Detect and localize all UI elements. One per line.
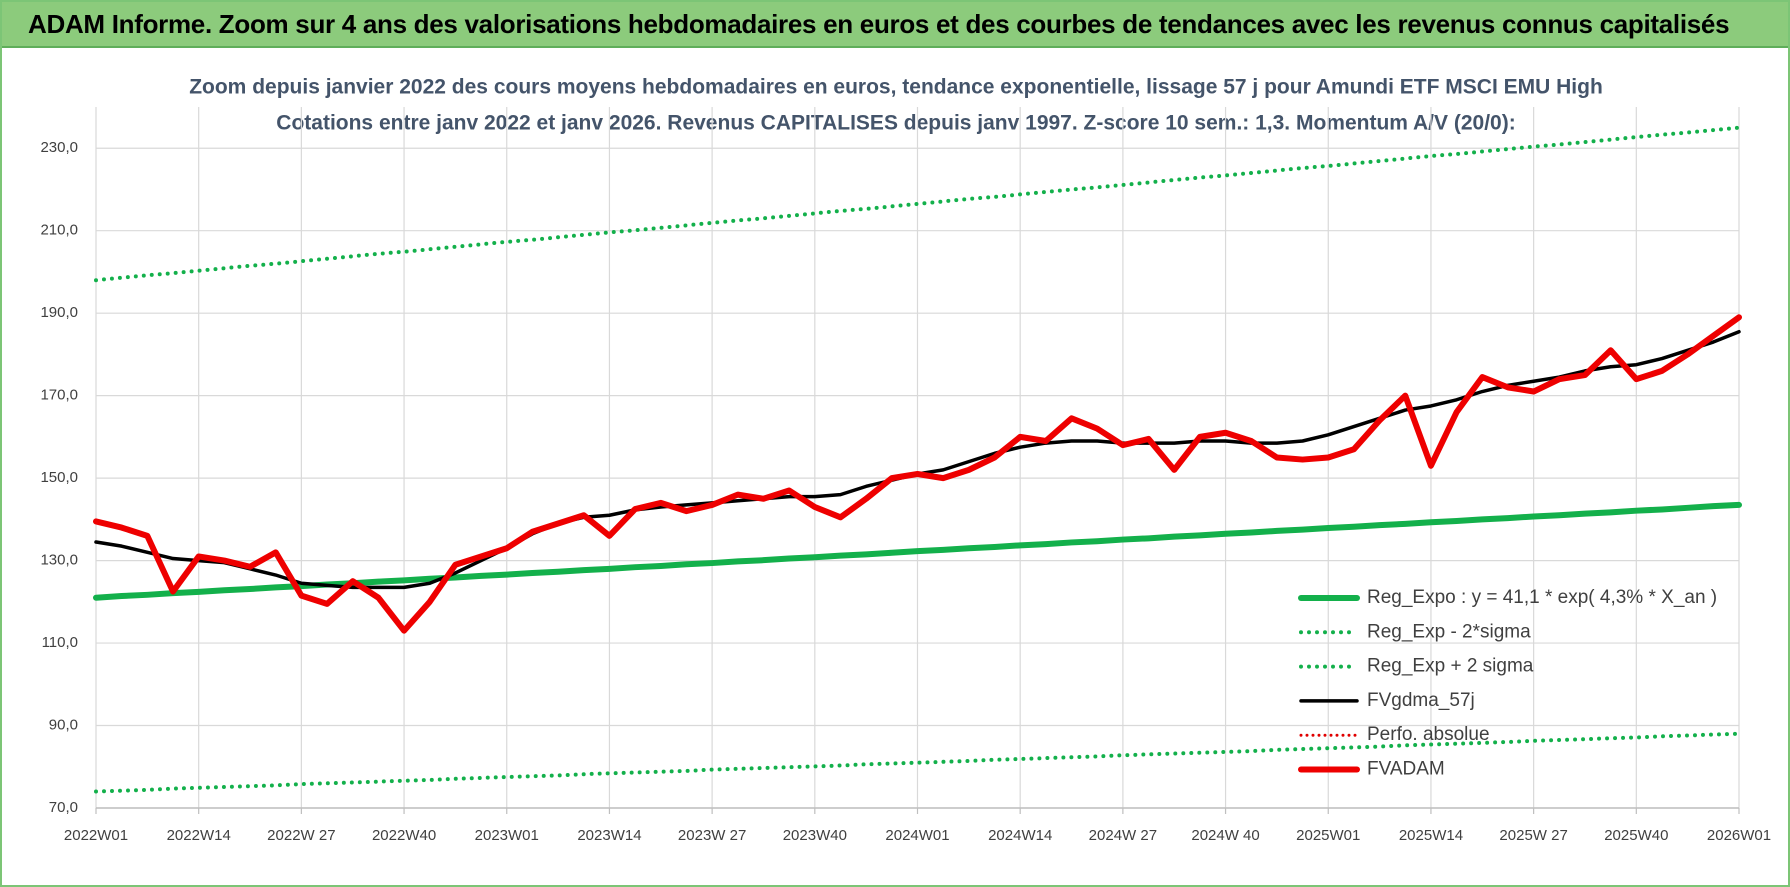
x-tick-label: 2025W 27 — [1499, 827, 1567, 844]
x-tick-label: 2024W 40 — [1191, 827, 1259, 844]
chart-title: Zoom depuis janvier 2022 des cours moyen… — [189, 76, 1603, 99]
x-tick-label: 2024W 27 — [1089, 827, 1157, 844]
legend-label: Reg_Expo : y = 41,1 * exp( 4,3% * X_an ) — [1367, 587, 1717, 608]
y-tick-label: 70,0 — [49, 799, 78, 816]
x-tick-label: 2025W40 — [1604, 827, 1668, 844]
y-tick-label: 190,0 — [40, 304, 78, 321]
x-tick-label: 2022W14 — [167, 827, 231, 844]
x-tick-label: 2023W01 — [475, 827, 539, 844]
legend-label: Reg_Exp + 2 sigma — [1367, 656, 1534, 677]
x-tick-label: 2023W40 — [783, 827, 847, 844]
x-tick-label: 2025W01 — [1296, 827, 1360, 844]
series-line — [93, 314, 1742, 634]
legend-label: FVgdma_57j — [1367, 690, 1475, 711]
chart-subtitle: Cotations entre janv 2022 et janv 2026. … — [276, 112, 1515, 135]
y-tick-label: 230,0 — [40, 139, 78, 156]
y-tick-label: 110,0 — [42, 634, 78, 651]
x-tick-label: 2025W14 — [1399, 827, 1463, 844]
x-tick-label: 2024W01 — [885, 827, 949, 844]
header: ADAM Informe. Zoom sur 4 ans des valoris… — [2, 2, 1788, 48]
y-tick-label: 210,0 — [40, 222, 78, 239]
legend-label: Perfo. absolue — [1367, 724, 1490, 745]
series-line — [94, 731, 1741, 794]
legend-label: Reg_Exp - 2*sigma — [1367, 621, 1531, 642]
x-tick-label: 2022W 27 — [267, 827, 335, 844]
x-tick-label: 2023W14 — [577, 827, 641, 844]
x-tick-label: 2026W01 — [1707, 827, 1771, 844]
legend-label: FVADAM — [1367, 759, 1445, 780]
y-tick-label: 130,0 — [40, 552, 78, 569]
y-tick-label: 90,0 — [49, 716, 78, 733]
series-line — [93, 501, 1742, 601]
x-tick-label: 2022W40 — [372, 827, 436, 844]
chart: Zoom depuis janvier 2022 des cours moyen… — [40, 76, 1771, 844]
x-tick-label: 2024W14 — [988, 827, 1052, 844]
y-tick-label: 170,0 — [40, 387, 78, 404]
series-line — [94, 125, 1741, 283]
header-title: ADAM Informe. Zoom sur 4 ans des valoris… — [28, 8, 1730, 39]
x-tick-label: 2023W 27 — [678, 827, 746, 844]
x-tick-label: 2022W01 — [64, 827, 128, 844]
y-tick-label: 150,0 — [40, 469, 78, 486]
